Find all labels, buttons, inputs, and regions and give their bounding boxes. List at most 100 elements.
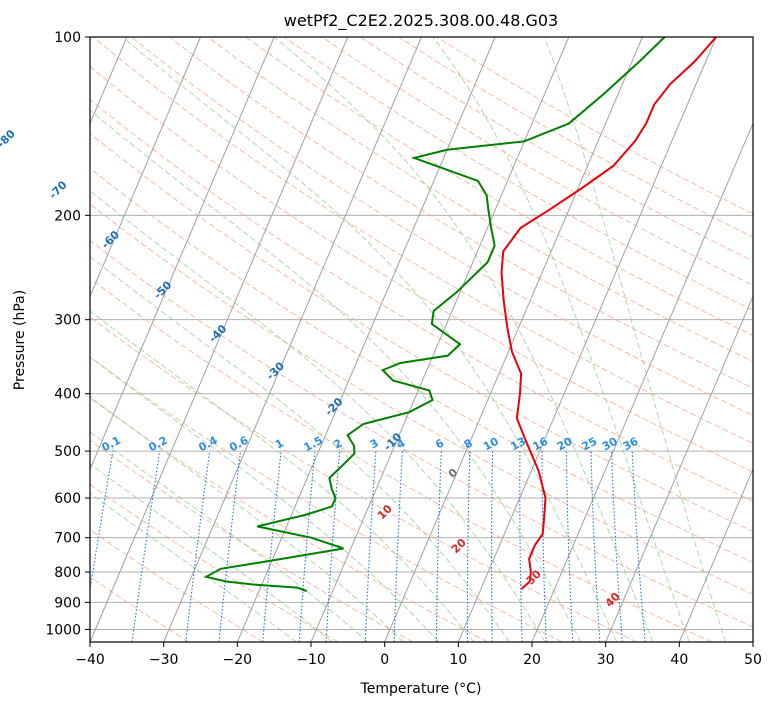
y-tick-label: 1000: [45, 622, 81, 638]
dewpoint-line: [203, 37, 666, 593]
mixing-ratio-label: 16: [531, 435, 551, 454]
dry-adiabat-line: [90, 397, 488, 642]
mixing-ratio-line: [218, 451, 242, 642]
x-tick-label: −40: [75, 652, 105, 668]
dry-adiabat-line: [90, 277, 712, 642]
y-tick-label: 400: [54, 387, 81, 403]
background-lines: [90, 37, 753, 642]
sounding-series: [203, 37, 717, 593]
x-tick-label: 20: [523, 652, 541, 668]
mixing-ratio-label: 1: [273, 436, 286, 451]
mixing-ratio-line: [610, 451, 623, 642]
isotherm-line: [90, 37, 201, 298]
mixing-ratio-line: [466, 451, 471, 642]
mixing-ratio-label: 36: [621, 435, 641, 454]
temperature-line: [500, 37, 717, 590]
dry-adiabat-line: [90, 356, 563, 642]
chart-title: wetPf2_C2E2.2025.308.00.48.G03: [284, 11, 558, 31]
dry-adiabat-line: [92, 37, 753, 444]
moist-adiabat-line: [90, 190, 546, 642]
dry-adiabat-line: [322, 37, 753, 286]
y-tick-label: 300: [54, 313, 81, 329]
x-tick-label: 40: [670, 652, 688, 668]
isotherm-line: [236, 37, 496, 642]
mixing-ratio-line: [298, 451, 316, 642]
moist-adiabat-line: [90, 255, 510, 642]
x-tick-label: 30: [597, 652, 615, 668]
dry-adiabat-line: [90, 316, 638, 642]
isotherm-line: [752, 640, 753, 642]
moist-adiabat-label: 10: [375, 502, 395, 522]
moist-adiabat-line: [90, 109, 582, 642]
moist-adiabat-line: [273, 37, 654, 642]
mixing-ratio-line: [590, 451, 601, 642]
y-tick-label: 500: [54, 444, 81, 460]
dry-adiabat-line: [169, 37, 753, 389]
moist-adiabat-line: [90, 310, 475, 642]
mixing-ratio-line: [393, 451, 404, 642]
isotherm-line: [163, 37, 422, 642]
isotherm-line: [457, 37, 717, 642]
mixing-ratio-line: [491, 451, 494, 642]
mixing-ratio-label: 30: [600, 435, 620, 454]
isotherm-label: -70: [46, 178, 69, 201]
isotherm-line: [90, 37, 349, 642]
isotherm-line: [310, 37, 570, 642]
mixing-ratio-label: 10: [481, 435, 501, 454]
line-labels: 0.10.20.40.611.52346810131620253036-100-…: [0, 127, 641, 610]
isotherm-label: -30: [264, 359, 287, 382]
dry-adiabat-line: [283, 37, 753, 311]
moist-adiabat-line: [90, 396, 404, 642]
dry-adiabat-line: [90, 99, 753, 502]
mixing-ratio-line: [262, 451, 282, 642]
isotherm-label: -20: [322, 395, 345, 418]
isotherm-label: -80: [0, 127, 18, 150]
mixing-ratio-line: [90, 451, 114, 594]
isotherm-label: -40: [206, 322, 229, 345]
dry-adiabat-line: [436, 37, 753, 215]
isotherm-label: -50: [151, 278, 174, 301]
x-tick-label: −30: [149, 652, 179, 668]
mixing-ratio-label: 13: [508, 435, 528, 454]
mixing-ratio-line: [519, 451, 523, 642]
y-tick-label: 100: [54, 30, 81, 46]
mixing-ratio-line: [185, 451, 211, 642]
isotherm-line: [605, 295, 753, 642]
y-tick-label: 800: [54, 565, 81, 581]
mixing-ratio-line: [565, 451, 574, 642]
dry-adiabat-line: [90, 529, 264, 642]
moist-adiabat-line: [90, 431, 368, 642]
isotherm-line: [384, 37, 643, 642]
dry-adiabat-line: [90, 239, 753, 628]
mixing-ratio-line: [541, 451, 547, 642]
y-axis-ticks: 100 200 300 400 500 600 700 800 900 1000: [45, 30, 90, 638]
y-tick-label: 200: [54, 208, 81, 224]
moist-adiabat-line: [544, 37, 727, 642]
x-tick-label: 0: [380, 652, 389, 668]
plot-frame: [89, 36, 754, 643]
x-tick-label: 10: [449, 652, 467, 668]
dry-adiabat-line: [90, 65, 753, 473]
dry-adiabat-line: [90, 439, 414, 642]
y-tick-label: 700: [54, 531, 81, 547]
mixing-ratio-label: 25: [580, 435, 600, 454]
mixing-ratio-line: [131, 451, 161, 642]
dry-adiabat-line: [207, 37, 753, 363]
x-axis-ticks: −40 −30 −20 −10 0 10 20 30 40 50: [75, 642, 762, 668]
mixing-ratio-line: [325, 451, 341, 642]
dry-adiabat-line: [90, 576, 190, 642]
dry-adiabat-line: [90, 483, 339, 642]
mixing-ratio-label: 20: [555, 435, 575, 454]
mixing-ratio-label: 2: [332, 436, 345, 451]
isotherm-line: [90, 37, 275, 471]
moist-adiabat-label: 20: [449, 536, 469, 556]
isotherm-label: -60: [99, 228, 122, 251]
x-tick-label: −10: [296, 652, 326, 668]
x-axis-label: Temperature (°C): [360, 681, 482, 697]
moist-adiabat-line: [432, 37, 690, 642]
dry-adiabat-line: [131, 37, 753, 416]
isotherm-line: [678, 467, 753, 642]
mixing-ratio-line: [631, 451, 646, 642]
mixing-ratio-label: 3: [368, 436, 381, 451]
